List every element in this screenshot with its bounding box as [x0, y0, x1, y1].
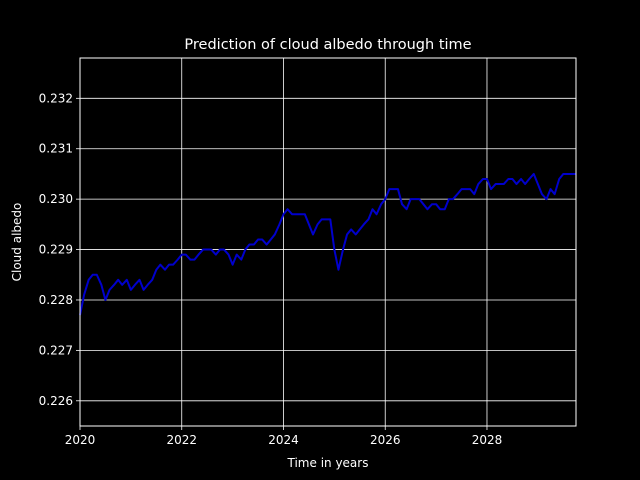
y-tick-label: 0.226 — [39, 394, 73, 408]
x-tick-label: 2020 — [65, 433, 96, 447]
y-tick-label: 0.228 — [39, 293, 73, 307]
chart-title: Prediction of cloud albedo through time — [184, 37, 471, 53]
x-tick-label: 2022 — [166, 433, 197, 447]
series-layer — [79, 172, 576, 316]
y-tick-label: 0.227 — [39, 343, 73, 357]
x-tick-label: 2026 — [370, 433, 401, 447]
x-tick-label: 2024 — [268, 433, 299, 447]
y-tick-label: 0.232 — [39, 91, 73, 105]
x-tick-label: 2028 — [472, 433, 503, 447]
y-tick-label: 0.231 — [39, 142, 73, 156]
y-axis-label: Cloud albedo — [10, 203, 24, 282]
grid — [79, 58, 576, 426]
y-tick-label: 0.230 — [39, 192, 73, 206]
y-tick-label: 0.229 — [39, 243, 73, 257]
plot-frame — [79, 57, 577, 427]
x-axis-label: Time in years — [287, 456, 369, 470]
ticks: 2020 2022 2024 2026 2028 0.226 0.227 0.228 0.229… — [39, 91, 503, 447]
series-line-0 — [79, 172, 576, 316]
